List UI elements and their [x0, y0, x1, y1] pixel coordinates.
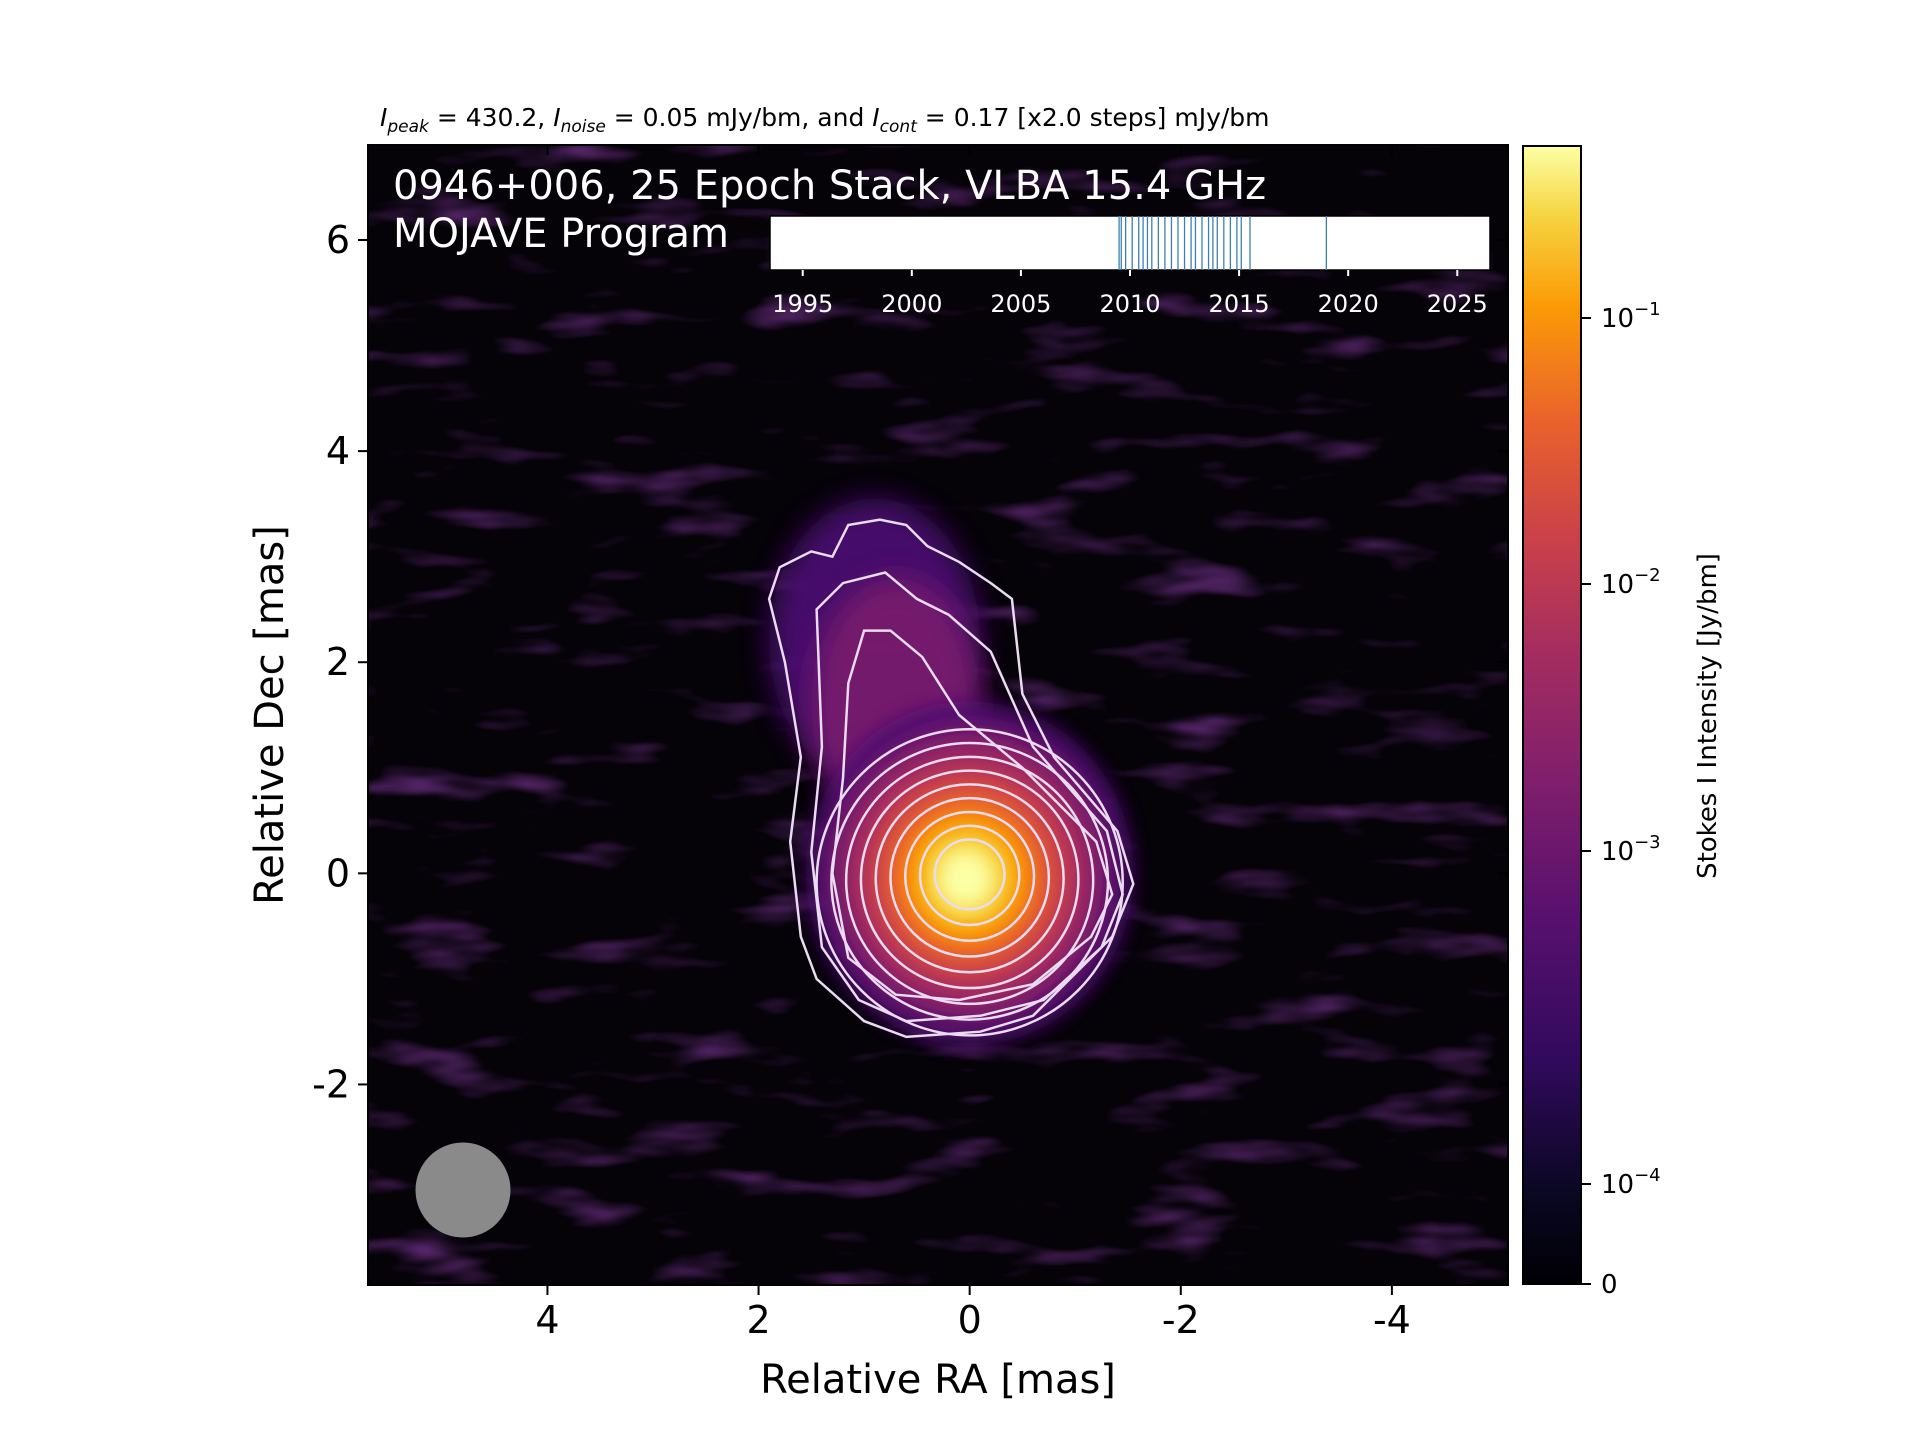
colorbar-ticks: 0 10−4 10−3 10−2 10−1: [1581, 299, 1661, 1300]
contour-level: [918, 824, 1021, 927]
y-tick-label: 2: [326, 640, 350, 684]
contour-level: [904, 810, 1036, 942]
x-tick-label: 4: [535, 1298, 559, 1342]
x-tick-label: -2: [1162, 1298, 1200, 1342]
contour-level: [889, 796, 1051, 958]
y-axis-label: Relative Dec [mas]: [247, 525, 293, 905]
contour-level: [831, 629, 1114, 1002]
colorbar-frame: [1522, 145, 1582, 1285]
source-annotation: 0946+006, 25 Epoch Stack, VLBA 15.4 GHz: [393, 163, 1266, 209]
beam-shape: [415, 1142, 511, 1238]
contour-level: [767, 518, 1135, 1039]
colorbar-tick-label: 10−3: [1601, 832, 1661, 867]
epoch-timeline-box: [769, 215, 1491, 271]
contour-layer: [767, 518, 1135, 1039]
epoch-tick-label: 2005: [990, 290, 1051, 318]
contour-level: [933, 838, 1006, 911]
x-tick-label: 0: [958, 1298, 982, 1342]
colorbar: [1523, 146, 1581, 1284]
epoch-tick-label: 2010: [1099, 290, 1160, 318]
epoch-tick-label: 1995: [772, 290, 833, 318]
contour-level: [830, 741, 1110, 1021]
epoch-tick-label: 2020: [1318, 290, 1379, 318]
y-tick-label: 6: [326, 218, 350, 262]
chart-title: Ipeak = 430.2, Inoise = 0.05 mJy/bm, and…: [380, 103, 1270, 137]
beam-ellipse: [415, 1142, 511, 1238]
x-axis-label: Relative RA [mas]: [760, 1357, 1116, 1403]
contour-level: [810, 571, 1125, 1023]
colorbar-tick-label: 10−1: [1601, 299, 1661, 334]
x-tick-label: 2: [746, 1298, 770, 1342]
colorbar-tick-label: 0: [1601, 1270, 1618, 1300]
x-tick-label: -4: [1373, 1298, 1411, 1342]
epoch-tick-label: 2025: [1427, 290, 1488, 318]
y-axis-ticks: -2 0 2 4 6: [312, 218, 1508, 1106]
epoch-tick-label: 2000: [881, 290, 942, 318]
colorbar-label: Stokes I Intensity [Jy/bm]: [1693, 553, 1723, 879]
contour-level: [815, 728, 1124, 1037]
y-tick-label: 4: [326, 429, 350, 473]
intensity-map: 1995 2000 2005 2010 2015 2020 2025 0946+006, 2…: [368, 145, 1508, 1285]
program-annotation: MOJAVE Program: [393, 211, 729, 257]
epoch-tick-label: 2015: [1209, 290, 1270, 318]
x-axis-ticks: 4 2 0 -2 -4: [535, 145, 1411, 1342]
plot-frame: [367, 144, 1509, 1286]
y-tick-label: -2: [312, 1062, 350, 1106]
core-glow-layer: [938, 849, 994, 908]
contour-level: [874, 783, 1065, 974]
contour-level: [844, 755, 1095, 1006]
contour-level: [859, 769, 1080, 990]
epoch-timeline-inset: 1995 2000 2005 2010 2015 2020 2025: [769, 215, 1491, 318]
colorbar-tick-label: 10−4: [1601, 1165, 1661, 1200]
y-tick-label: 0: [326, 851, 350, 895]
colorbar-tick-label: 10−2: [1601, 565, 1661, 600]
